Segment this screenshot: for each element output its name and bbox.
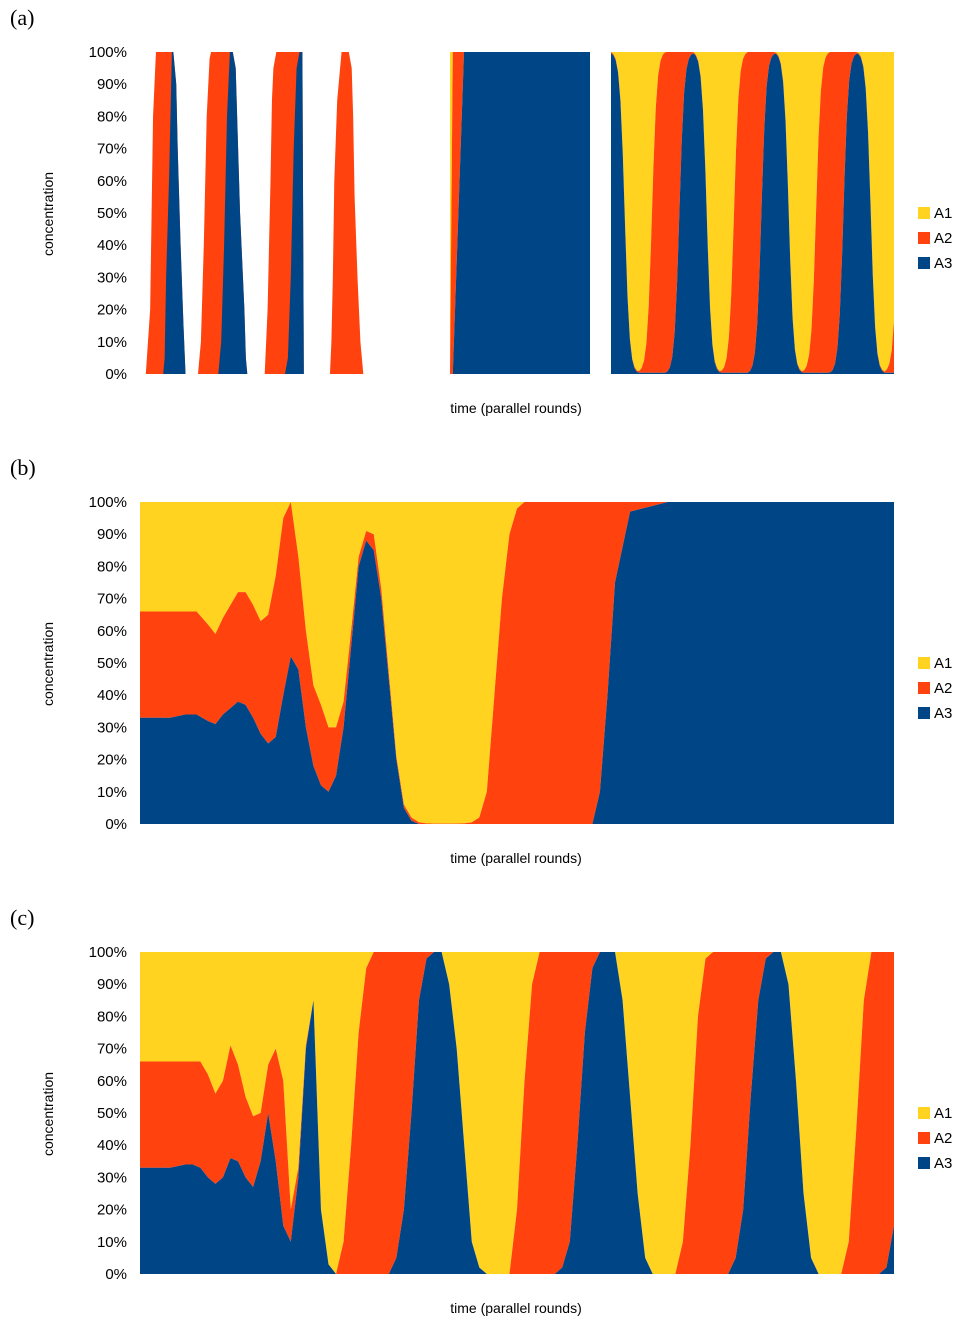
legend-swatch-a3: [918, 1157, 930, 1169]
series-a1-area: [611, 52, 894, 372]
y-tick-label: 20%: [97, 1202, 127, 1219]
legend-label-a1: A1: [934, 1105, 952, 1122]
y-tick-label: 0%: [105, 366, 127, 383]
y-tick-label: 40%: [97, 237, 127, 254]
series-a1-area: [140, 502, 894, 824]
y-tick-label: 90%: [97, 76, 127, 93]
panel-c: (c) 0% 10% 20% 30% 40% 50% 60% 70% 80% 90% 100% co…: [0, 900, 960, 1340]
series-a3-area: [140, 52, 425, 374]
y-tick-label: 30%: [97, 269, 127, 286]
legend-label-a1: A1: [934, 655, 952, 672]
chart-c-svg: (c) 0% 10% 20% 30% 40% 50% 60% 70% 80% 90% 100% co…: [10, 905, 952, 1316]
legend-swatch-a3: [918, 707, 930, 719]
y-tick-label: 60%: [97, 623, 127, 640]
series-a2-area: [140, 952, 894, 1274]
y-axis-ticks: 0% 10% 20% 30% 40% 50% 60% 70% 80% 90% 100%: [89, 44, 127, 383]
y-tick-label: 70%: [97, 1041, 127, 1058]
panel-label: (a): [10, 5, 34, 30]
y-tick-label: 0%: [105, 816, 127, 833]
y-tick-label: 80%: [97, 108, 127, 125]
y-tick-label: 100%: [89, 44, 127, 61]
y-tick-label: 90%: [97, 976, 127, 993]
chart-a-svg: (a) 0% 10% 20% 30% 40% 50% 60% 70% 80% 90% 100% co…: [10, 5, 952, 416]
legend-label-a2: A2: [934, 1130, 952, 1147]
panel-label: (b): [10, 455, 36, 480]
legend-swatch-a1: [918, 1107, 930, 1119]
y-tick-label: 0%: [105, 1266, 127, 1283]
plot-area: [140, 502, 894, 824]
y-axis-ticks: 0% 10% 20% 30% 40% 50% 60% 70% 80% 90% 100%: [89, 494, 127, 833]
y-tick-label: 80%: [97, 1008, 127, 1025]
legend-label-a3: A3: [934, 705, 952, 722]
y-tick-label: 20%: [97, 752, 127, 769]
series-a3-area: [140, 502, 894, 824]
series-a1-area: [140, 952, 894, 1274]
panel-b: (b) 0% 10% 20% 30% 40% 50% 60% 70% 80% 90% 100% co…: [0, 450, 960, 890]
y-axis-title: concentration: [40, 172, 56, 256]
legend: A1 A2 A3: [918, 1105, 952, 1172]
y-tick-label: 60%: [97, 1073, 127, 1090]
legend-label-a1: A1: [934, 205, 952, 222]
y-tick-label: 60%: [97, 173, 127, 190]
y-axis-ticks: 0% 10% 20% 30% 40% 50% 60% 70% 80% 90% 100%: [89, 944, 127, 1283]
legend-label-a3: A3: [934, 255, 952, 272]
y-axis-title: concentration: [40, 1072, 56, 1156]
legend-swatch-a2: [918, 1132, 930, 1144]
legend-swatch-a2: [918, 232, 930, 244]
y-tick-label: 100%: [89, 944, 127, 961]
series-a3-area: [450, 52, 590, 374]
series-a3-area: [140, 952, 894, 1274]
y-tick-label: 70%: [97, 591, 127, 608]
y-tick-label: 40%: [97, 1137, 127, 1154]
plot-area: [140, 52, 894, 375]
series-a2-area: [611, 52, 894, 373]
series-a2-area: [140, 52, 425, 374]
y-tick-label: 50%: [97, 1105, 127, 1122]
chart-b-svg: (b) 0% 10% 20% 30% 40% 50% 60% 70% 80% 90% 100% co…: [10, 455, 952, 866]
series-a2-area: [140, 502, 894, 824]
y-tick-label: 100%: [89, 494, 127, 511]
y-tick-label: 30%: [97, 719, 127, 736]
legend-swatch-a2: [918, 682, 930, 694]
y-tick-label: 80%: [97, 558, 127, 575]
legend-swatch-a1: [918, 657, 930, 669]
legend-label-a3: A3: [934, 1155, 952, 1172]
panel-label: (c): [10, 905, 34, 930]
y-tick-label: 20%: [97, 302, 127, 319]
legend: A1 A2 A3: [918, 655, 952, 722]
y-tick-label: 50%: [97, 205, 127, 222]
legend-swatch-a3: [918, 257, 930, 269]
x-axis-title: time (parallel rounds): [450, 1300, 582, 1316]
legend-label-a2: A2: [934, 230, 952, 247]
y-tick-label: 90%: [97, 526, 127, 543]
y-tick-label: 10%: [97, 784, 127, 801]
x-axis-title: time (parallel rounds): [450, 850, 582, 866]
y-tick-label: 70%: [97, 141, 127, 158]
panel-a: (a) 0% 10% 20% 30% 40% 50% 60% 70% 80% 90% 100% co…: [0, 0, 960, 440]
y-axis-title: concentration: [40, 622, 56, 706]
legend-swatch-a1: [918, 207, 930, 219]
x-axis-title: time (parallel rounds): [450, 400, 582, 416]
legend-label-a2: A2: [934, 680, 952, 697]
y-tick-label: 40%: [97, 687, 127, 704]
plot-area: [140, 952, 894, 1274]
y-tick-label: 50%: [97, 655, 127, 672]
y-tick-label: 30%: [97, 1169, 127, 1186]
legend: A1 A2 A3: [918, 205, 952, 272]
series-a3-area: [611, 53, 894, 375]
y-tick-label: 10%: [97, 1234, 127, 1251]
y-tick-label: 10%: [97, 334, 127, 351]
